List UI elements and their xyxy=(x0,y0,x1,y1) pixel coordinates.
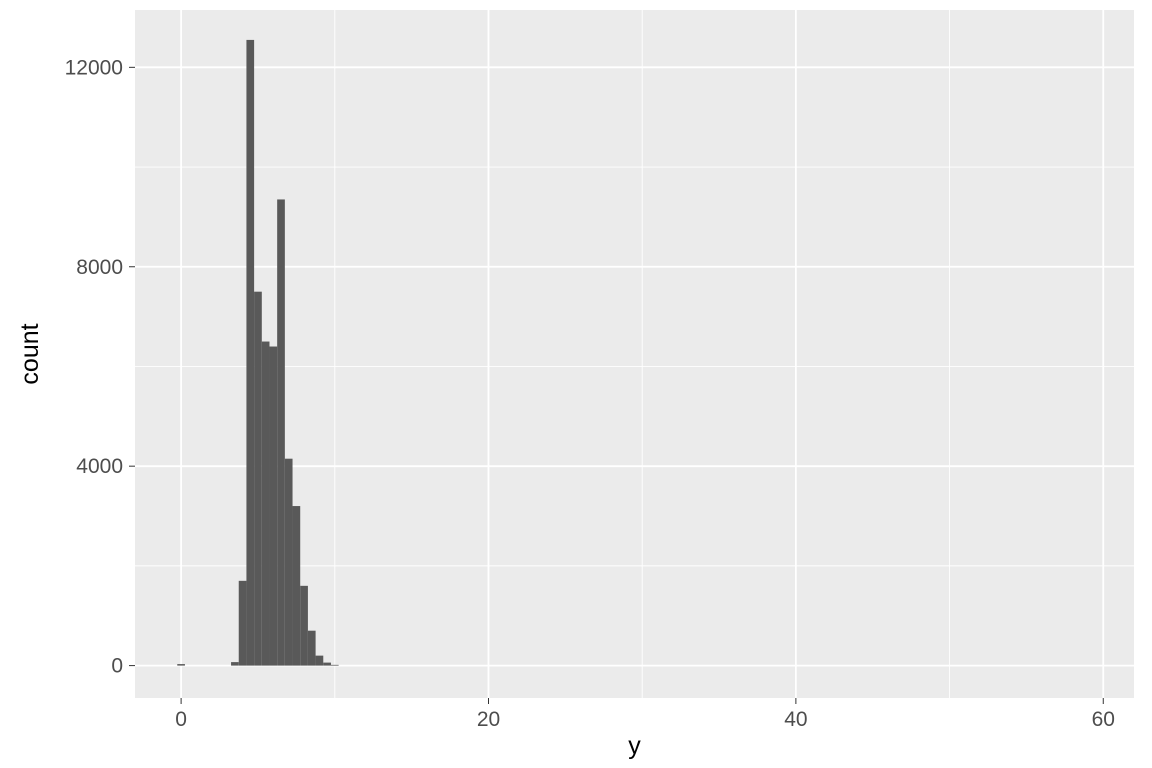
y-tick-label: 8000 xyxy=(76,256,123,279)
histogram-bar xyxy=(293,506,301,666)
histogram-bar xyxy=(254,292,262,666)
histogram-bar xyxy=(239,581,247,666)
histogram-bar xyxy=(231,662,239,665)
x-tick-label: 20 xyxy=(477,708,500,731)
histogram-bar xyxy=(300,586,308,666)
y-tick-label: 4000 xyxy=(76,455,123,478)
histogram-bar xyxy=(269,347,277,666)
x-axis-title: y xyxy=(628,732,641,760)
y-tick-label: 0 xyxy=(111,655,123,678)
histogram-bar xyxy=(308,631,316,666)
histogram-bar xyxy=(177,664,185,665)
histogram-bar xyxy=(246,40,254,666)
histogram-bar xyxy=(323,663,331,666)
histogram-bar xyxy=(285,459,293,666)
chart-svg: 0 20 40 60 0 4000 8000 12000 y count xyxy=(0,0,1152,768)
y-tick-label: 12000 xyxy=(65,56,123,79)
histogram-bar xyxy=(277,199,285,665)
x-tick-label: 60 xyxy=(1092,708,1115,731)
histogram-bar xyxy=(331,665,339,666)
y-axis-title: count xyxy=(16,323,44,384)
histogram-chart: 0 20 40 60 0 4000 8000 12000 y count xyxy=(0,0,1152,768)
x-tick-label: 0 xyxy=(175,708,187,731)
histogram-bar xyxy=(316,656,324,666)
histogram-bar xyxy=(262,342,270,666)
x-tick-label: 40 xyxy=(784,708,807,731)
